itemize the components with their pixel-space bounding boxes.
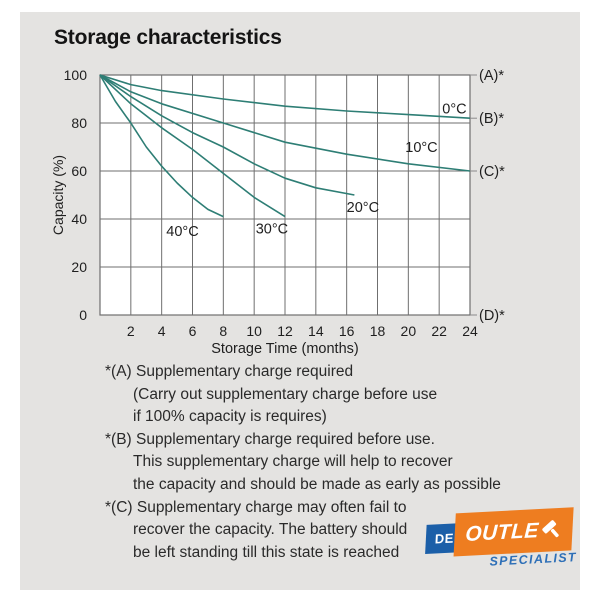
zone-label-(C)*: (C)*	[479, 164, 505, 180]
x-tick-label: 18	[370, 323, 386, 339]
curve-0°C	[99, 74, 471, 119]
curve-label-30°C: 30°C	[256, 221, 288, 237]
curve-10°C	[99, 74, 471, 172]
y-tick-label: 20	[71, 259, 87, 275]
curve-label-10°C: 10°C	[405, 140, 437, 156]
plot-border	[99, 74, 471, 316]
logo-outlet-text: OUTLE	[464, 518, 540, 546]
x-tick-label: 4	[158, 323, 166, 339]
curve-label-40°C: 40°C	[166, 224, 198, 240]
x-tick-label: 20	[401, 323, 417, 339]
note-line-a: *(A) Supplementary charge required	[105, 363, 354, 380]
note-line-a2: (Carry out supplementary charge before u…	[133, 385, 438, 403]
x-tick-label: 12	[277, 323, 293, 339]
curve-label-20°C: 20°C	[347, 200, 379, 216]
x-tick-label: 22	[431, 323, 447, 339]
x-tick-label: 16	[339, 323, 355, 339]
x-tick-label: 24	[462, 323, 478, 339]
note-line-b2: This supplementary charge will help to r…	[133, 453, 453, 471]
note-line-b3: the capacity and should be made as early…	[133, 475, 501, 493]
x-tick-label: 2	[127, 323, 135, 339]
y-axis-label: Capacity (%)	[50, 155, 66, 235]
zone-label-(A)*: (A)*	[479, 68, 504, 84]
note-line-b: *(B) Supplementary charge required befor…	[105, 430, 435, 448]
curve-40°C	[99, 74, 224, 218]
x-tick-label: 10	[246, 323, 262, 339]
x-tick-label: 14	[308, 323, 324, 339]
y-tick-label: 40	[71, 211, 87, 227]
x-tick-label: 8	[219, 323, 227, 339]
note-line-c: *(C) Supplementary charge may often fail…	[105, 498, 407, 516]
y-tick-label: 80	[71, 115, 87, 131]
y-tick-label: 100	[64, 67, 88, 83]
notes-block: *(A) Supplementary charge required (Carr…	[105, 361, 545, 564]
y-tick-label: 60	[71, 163, 87, 179]
x-tick-label: 6	[189, 323, 197, 339]
y-tick-label: 0	[79, 307, 87, 323]
x-axis-label: Storage Time (months)	[211, 341, 358, 357]
curve-label-0°C: 0°C	[442, 101, 466, 117]
note-line-c2: recover the capacity. The battery should	[133, 521, 408, 539]
zone-label-(D)*: (D)*	[479, 308, 505, 324]
outlet-specialist-logo: DE OUTLE SPECIALIST	[422, 504, 581, 576]
logo-outlet-banner: OUTLE	[453, 507, 574, 557]
note-line-a3: if 100% capacity is requires)	[133, 408, 327, 426]
zone-label-(B)*: (B)*	[479, 111, 504, 127]
page-title: Storage characteristics	[54, 26, 282, 49]
storage-characteristics-chart: 0°C10°C20°C30°C40°C2 4 6 8 10 12 14 16 18 20 22 240…	[50, 67, 505, 357]
logo-de-text: DE	[434, 530, 455, 547]
curve-30°C	[99, 74, 286, 218]
curve-20°C	[99, 74, 355, 196]
gavel-icon	[539, 518, 562, 541]
note-line-c3: be left standing till this state is reac…	[133, 543, 400, 561]
